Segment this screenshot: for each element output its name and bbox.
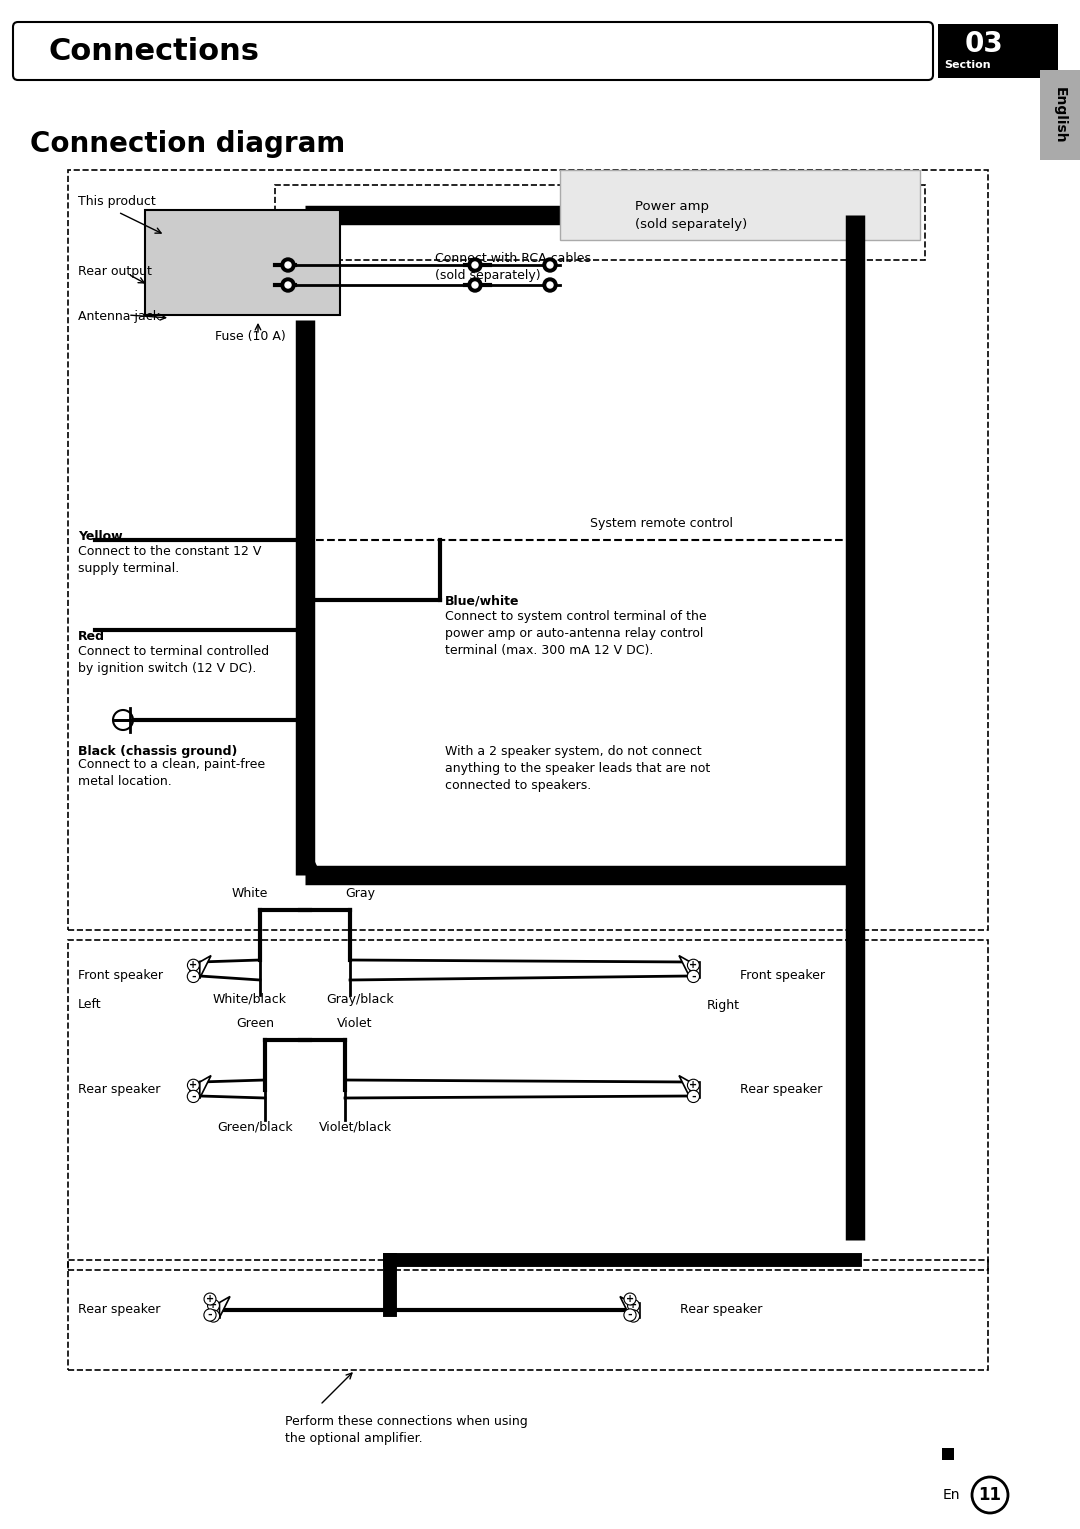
Text: Gray: Gray [345,887,375,901]
Text: +: + [210,1301,217,1310]
Circle shape [281,278,295,292]
Text: Connect with RCA cables
(sold separately): Connect with RCA cables (sold separately… [435,252,591,281]
Polygon shape [219,1297,230,1318]
Circle shape [285,261,291,268]
Text: 03: 03 [966,31,1003,58]
Text: Rear speaker: Rear speaker [78,1304,160,1316]
Polygon shape [679,1075,690,1098]
Bar [68,1260,988,1370]
Text: Antenna jack: Antenna jack [78,310,160,323]
Text: -: - [691,1092,696,1101]
Text: +: + [189,960,198,971]
Text: Red: Red [78,630,105,644]
Circle shape [546,261,553,268]
Text: +: + [630,1301,637,1310]
Text: Rear speaker: Rear speaker [740,1084,822,1096]
Text: Perform these connections when using
the optional amplifier.: Perform these connections when using the… [285,1414,528,1445]
Text: White: White [232,887,268,901]
Text: English: English [1053,87,1067,144]
Text: Fuse (10 A): Fuse (10 A) [215,330,286,342]
Bar [690,1083,700,1098]
Text: Green/black: Green/black [217,1121,293,1133]
Text: Connections: Connections [48,37,259,66]
Text: -: - [627,1310,632,1320]
Circle shape [468,278,482,292]
Bar [68,170,988,930]
Circle shape [546,281,553,287]
Text: Rear output: Rear output [78,265,152,278]
Text: Gray/black: Gray/black [326,992,394,1006]
Text: Rear speaker: Rear speaker [78,1084,160,1096]
Text: Section: Section [944,60,990,70]
Text: +: + [206,1294,214,1304]
Text: +: + [689,960,698,971]
Text: System remote control: System remote control [590,517,733,531]
Text: Connection diagram: Connection diagram [30,130,346,157]
Text: En: En [943,1488,960,1501]
FancyBboxPatch shape [561,170,920,240]
Text: Yellow: Yellow [78,531,123,543]
Bar [68,940,988,1271]
Text: -: - [191,971,195,982]
Bar [190,1083,200,1098]
Polygon shape [679,956,690,979]
Polygon shape [200,1075,211,1098]
Circle shape [543,278,557,292]
Text: -: - [191,1092,195,1101]
Text: Green: Green [237,1017,274,1031]
FancyBboxPatch shape [939,24,1058,78]
Text: -: - [631,1310,636,1321]
Text: Rear speaker: Rear speaker [680,1304,762,1316]
Circle shape [472,281,478,287]
Text: +: + [689,1079,698,1090]
Polygon shape [200,956,211,979]
Text: Connect to terminal controlled
by ignition switch (12 V DC).: Connect to terminal controlled by igniti… [78,645,269,674]
Bar [631,1303,639,1318]
Text: Front speaker: Front speaker [740,968,825,982]
Bar [942,1448,954,1460]
Text: With a 2 speaker system, do not connect
anything to the speaker leads that are n: With a 2 speaker system, do not connect … [445,745,711,792]
Circle shape [543,258,557,272]
Bar [211,1303,219,1318]
Polygon shape [620,1297,631,1318]
Bar [145,209,340,315]
Text: Right: Right [707,998,740,1012]
Bar [190,962,200,979]
Text: +: + [189,1079,198,1090]
Text: -: - [212,1310,216,1321]
Text: Front speaker: Front speaker [78,968,163,982]
Bar [1040,70,1080,161]
Circle shape [285,281,291,287]
Bar [690,962,700,979]
Text: Connect to system control terminal of the
power amp or auto-antenna relay contro: Connect to system control terminal of th… [445,610,706,657]
Circle shape [468,258,482,272]
Text: +: + [626,1294,634,1304]
Text: Left: Left [78,998,102,1012]
Text: White/black: White/black [213,992,287,1006]
Text: Violet/black: Violet/black [319,1121,392,1133]
Text: Connect to a clean, paint-free
metal location.: Connect to a clean, paint-free metal loc… [78,758,265,787]
Circle shape [281,258,295,272]
FancyBboxPatch shape [13,21,933,80]
Text: Black (chassis ground): Black (chassis ground) [78,745,238,758]
Text: -: - [207,1310,213,1320]
Text: -: - [691,971,696,982]
Text: Connect to the constant 12 V
supply terminal.: Connect to the constant 12 V supply term… [78,544,261,575]
Bar [275,185,924,260]
Text: 11: 11 [978,1486,1001,1505]
Text: Power amp
(sold separately): Power amp (sold separately) [635,200,747,231]
Text: Violet: Violet [337,1017,373,1031]
Text: This product: This product [78,196,156,208]
Circle shape [472,261,478,268]
Text: Blue/white: Blue/white [445,595,519,609]
